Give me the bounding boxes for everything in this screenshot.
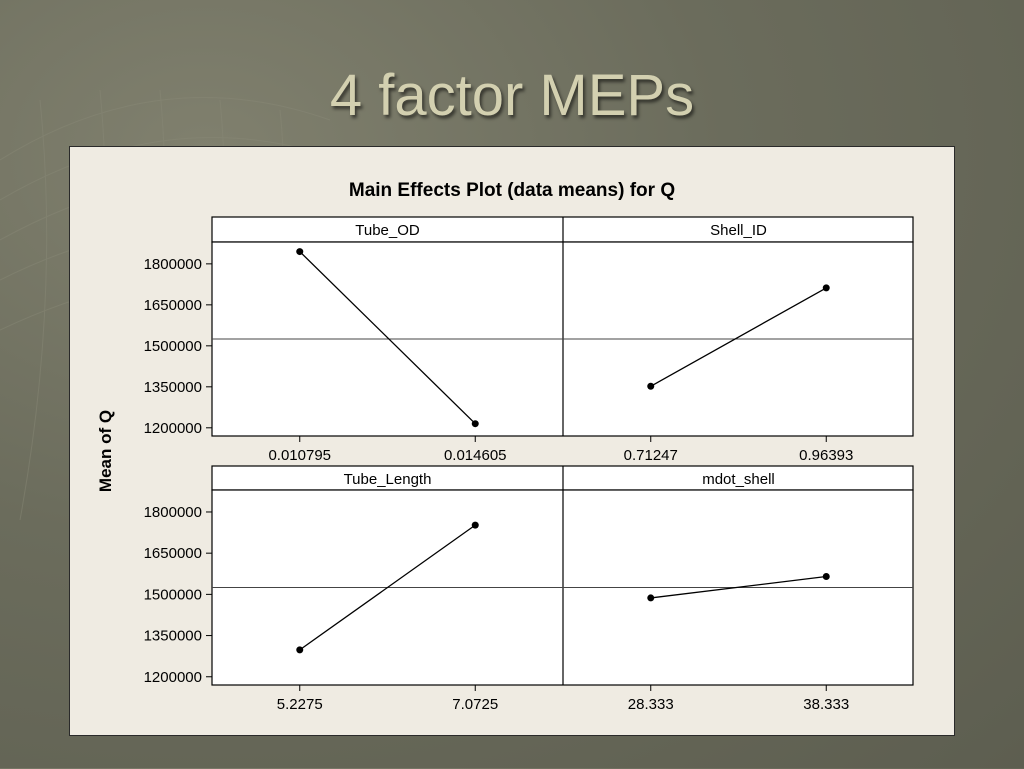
data-point [471,420,479,428]
data-point [647,594,655,602]
slide-title: 4 factor MEPs [329,63,695,128]
panel-header-label: Tube_OD [355,222,420,239]
x-tick-label: 7.0725 [452,696,498,713]
data-point [296,248,304,256]
panel-header-label: mdot_shell [702,471,775,488]
panel-header-label: Tube_Length [344,471,432,488]
series-line [299,251,476,425]
series-line [299,524,476,651]
y-tick-label: 1350000 [144,379,202,396]
series-line [650,287,827,387]
x-tick-label: 5.2275 [277,696,323,713]
y-tick-label: 1350000 [144,628,202,645]
data-point [822,284,830,292]
y-tick-label: 1650000 [144,545,202,562]
y-tick-label: 1800000 [144,504,202,521]
x-tick-label: 28.333 [628,696,674,713]
panel-header-label: Shell_ID [710,222,767,239]
chart-title: Main Effects Plot (data means) for Q [349,180,675,201]
x-tick-label: 0.010795 [268,447,331,464]
series-line [650,575,827,599]
y-tick-label: 1800000 [144,256,202,273]
y-axis-label: Mean of Q [96,410,115,492]
y-tick-label: 1500000 [144,586,202,603]
data-point [296,646,304,654]
data-point [647,382,655,390]
data-point [471,521,479,529]
x-tick-label: 38.333 [803,696,849,713]
y-tick-label: 1650000 [144,297,202,314]
y-tick-label: 1200000 [144,420,202,437]
y-tick-label: 1500000 [144,338,202,355]
panels-group: 1200000 1350000 1500000 1650000 1800000 Tube_… [144,216,914,713]
x-tick-label: 0.71247 [624,447,678,464]
x-tick-label: 0.014605 [444,447,507,464]
chart-panel: Main Effects Plot (data means) for Q Mea… [69,146,955,736]
data-point [822,573,830,581]
y-tick-label: 1200000 [144,669,202,686]
x-tick-label: 0.96393 [799,447,853,464]
